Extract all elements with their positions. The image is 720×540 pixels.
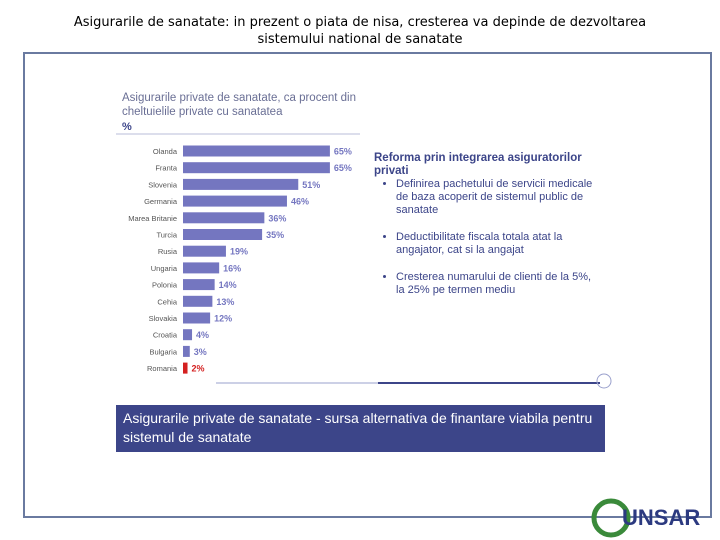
bullet: Cresterea numarului de clienti de la 5%,… [396, 271, 600, 297]
y-tick-label: Germania [144, 197, 178, 206]
y-tick-label: Polonia [152, 281, 178, 290]
bar [183, 329, 193, 341]
y-tick-label: Marea Britanie [128, 214, 177, 223]
banner: Asigurarile private de sanatate - sursa … [116, 405, 605, 452]
data-label: 46% [291, 197, 309, 207]
bullet: Definirea pachetului de servicii medical… [396, 178, 600, 217]
bar [183, 312, 211, 324]
y-tick-label: Olanda [153, 147, 178, 156]
bar [183, 345, 190, 357]
y-tick-label: Croatia [153, 331, 178, 340]
data-label: 51% [302, 180, 320, 190]
data-label: 35% [266, 230, 284, 240]
chart-title: Asigurarile private de sanatate, ca proc… [122, 92, 356, 118]
data-label: 2% [192, 364, 205, 374]
data-label: 36% [268, 213, 286, 223]
notes-title: Reforma prin integrarea asiguratorilor p… [374, 152, 582, 177]
y-tick-label: Romania [147, 364, 178, 373]
bar [183, 212, 265, 224]
bar [183, 195, 287, 207]
data-label: 16% [223, 263, 241, 273]
y-tick-label: Rusia [158, 247, 178, 256]
bar [183, 362, 188, 374]
data-label: 19% [230, 247, 248, 257]
bar [183, 178, 299, 190]
y-tick-label: Slovenia [148, 180, 178, 189]
y-tick-label: Turcia [156, 231, 177, 240]
notes-list: Definirea pachetului de servicii medical… [374, 178, 600, 311]
logo-mark [591, 498, 631, 538]
frame [23, 52, 712, 518]
logo: UNSAR [622, 505, 701, 530]
decoration [596, 373, 612, 389]
y-tick-label: Ungaria [151, 264, 178, 273]
bar [183, 262, 220, 274]
y-tick-label: Cehia [157, 297, 177, 306]
bullet: Deductibilitate fiscala totala atat la a… [396, 231, 600, 257]
y-tick-label: Slovakia [149, 314, 178, 323]
bar [183, 162, 330, 174]
unit-label: % [122, 121, 132, 133]
data-label: 65% [334, 163, 352, 173]
data-label: 65% [334, 147, 352, 157]
data-label: 3% [194, 347, 207, 357]
data-label: 4% [196, 330, 209, 340]
y-tick-label: Franta [155, 164, 178, 173]
bar [183, 245, 226, 257]
bar [183, 145, 330, 157]
data-label: 12% [214, 314, 232, 324]
bar [183, 295, 213, 307]
slide-title: Asigurarile de sanatate: in prezent o pi… [73, 15, 647, 47]
data-label: 13% [216, 297, 234, 307]
y-tick-label: Bulgaria [149, 347, 177, 356]
data-label: 14% [219, 280, 237, 290]
bar [183, 229, 263, 240]
bar [183, 279, 215, 291]
